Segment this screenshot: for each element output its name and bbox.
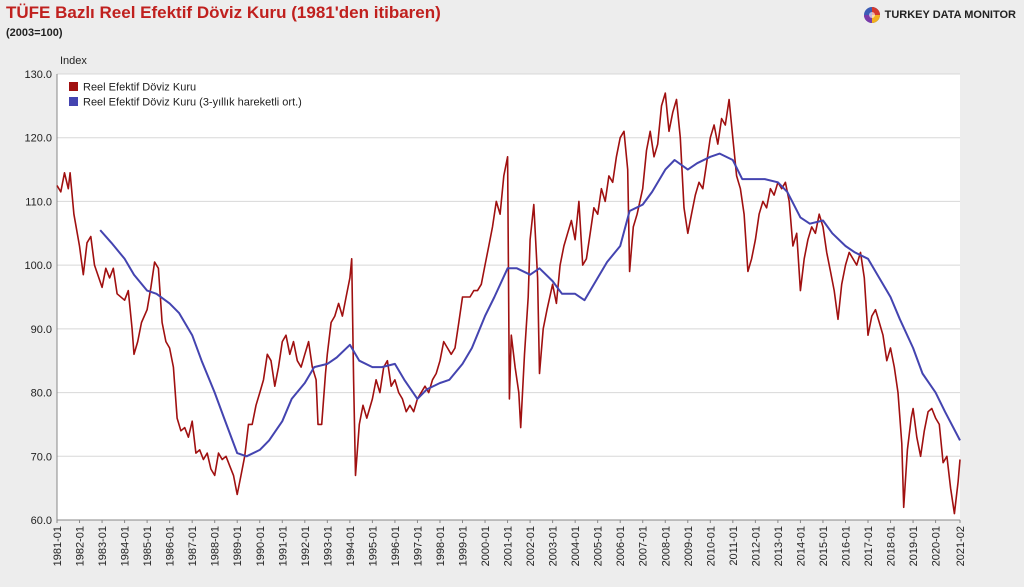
legend-label: Reel Efektif Döviz Kuru bbox=[83, 82, 196, 94]
y-tick-label: 130.0 bbox=[24, 69, 52, 81]
brand-logo: TURKEY DATA MONITOR bbox=[863, 6, 1016, 24]
chart-title: TÜFE Bazlı Reel Efektif Döviz Kuru (1981… bbox=[6, 3, 441, 22]
chart-subtitle: (2003=100) bbox=[6, 27, 63, 39]
x-tick-label: 2010-01 bbox=[705, 526, 717, 566]
y-tick-label: 70.0 bbox=[31, 451, 52, 463]
x-tick-label: 1987-01 bbox=[187, 526, 199, 566]
x-tick-label: 2005-01 bbox=[593, 526, 605, 566]
x-tick-label: 1998-01 bbox=[435, 526, 447, 566]
y-tick-label: 120.0 bbox=[24, 133, 52, 145]
x-tick-label: 2014-01 bbox=[795, 526, 807, 566]
x-tick-label: 1994-01 bbox=[345, 526, 357, 566]
x-tick-label: 1988-01 bbox=[210, 526, 222, 566]
x-tick-label: 2019-01 bbox=[908, 526, 920, 566]
x-tick-label: 1981-01 bbox=[52, 526, 64, 566]
y-tick-label: 100.0 bbox=[24, 260, 52, 272]
x-tick-label: 2013-01 bbox=[773, 526, 785, 566]
x-tick-label: 1997-01 bbox=[412, 526, 424, 566]
globe-logo-icon bbox=[863, 7, 880, 23]
x-tick-label: 1982-01 bbox=[75, 526, 87, 566]
x-tick-label: 2017-01 bbox=[863, 526, 875, 566]
x-tick-label: 1996-01 bbox=[390, 526, 402, 566]
x-tick-label: 1993-01 bbox=[322, 526, 334, 566]
x-tick-label: 2020-01 bbox=[931, 526, 943, 566]
x-tick-label: 1984-01 bbox=[120, 526, 132, 566]
y-tick-label: 90.0 bbox=[31, 324, 52, 336]
x-tick-label: 2003-01 bbox=[548, 526, 560, 566]
x-tick-label: 2015-01 bbox=[818, 526, 830, 566]
legend-swatch bbox=[69, 82, 78, 91]
x-tick-label: 2011-01 bbox=[728, 526, 740, 566]
x-tick-label: 1995-01 bbox=[367, 526, 379, 566]
x-tick-label: 2002-01 bbox=[525, 526, 537, 566]
x-tick-label: 1989-01 bbox=[232, 526, 244, 566]
legend-label: Reel Efektif Döviz Kuru (3-yıllık hareke… bbox=[83, 97, 302, 109]
legend: Reel Efektif Döviz Kuru Reel Efektif Dövi… bbox=[69, 82, 302, 109]
x-tick-label: 2021-02 bbox=[955, 526, 967, 566]
series-group bbox=[56, 92, 961, 515]
x-tick-label: 2012-01 bbox=[750, 526, 762, 566]
y-axis-label: Index bbox=[60, 55, 87, 67]
x-tick-label: 2016-01 bbox=[840, 526, 852, 566]
y-tick-label: 60.0 bbox=[31, 515, 52, 527]
x-tick-label: 2006-01 bbox=[615, 526, 627, 566]
x-tick-label: 2004-01 bbox=[570, 526, 582, 566]
x-tick-label: 2008-01 bbox=[660, 526, 672, 566]
x-tick-label: 1985-01 bbox=[142, 526, 154, 566]
x-tick-label: 2009-01 bbox=[683, 526, 695, 566]
x-tick-label: 1992-01 bbox=[300, 526, 312, 566]
y-tick-label: 110.0 bbox=[25, 196, 52, 208]
x-tick-label: 2018-01 bbox=[886, 526, 898, 566]
series-line-1 bbox=[56, 92, 961, 515]
x-tick-label: 2007-01 bbox=[638, 526, 650, 566]
y-axis: 60.0 70.0 80.0 90.0 100.0 110.0 120.0 130.0 bbox=[24, 69, 58, 527]
x-axis: 1981-01 1982-01 1983-01 1984-01 1985-01 1986-… bbox=[52, 519, 967, 566]
x-tick-label: 2000-01 bbox=[480, 526, 492, 566]
x-tick-label: 1990-01 bbox=[255, 526, 267, 566]
x-tick-label: 2001-01 bbox=[503, 526, 515, 566]
x-tick-label: 1999-01 bbox=[458, 526, 470, 566]
x-tick-label: 1986-01 bbox=[165, 526, 177, 566]
legend-swatch bbox=[69, 97, 78, 106]
x-tick-label: 1991-01 bbox=[277, 526, 289, 566]
x-tick-label: 1983-01 bbox=[97, 526, 109, 566]
series-line-2 bbox=[99, 152, 961, 458]
y-tick-label: 80.0 bbox=[31, 388, 52, 400]
brand-name: TURKEY DATA MONITOR bbox=[884, 9, 1016, 21]
